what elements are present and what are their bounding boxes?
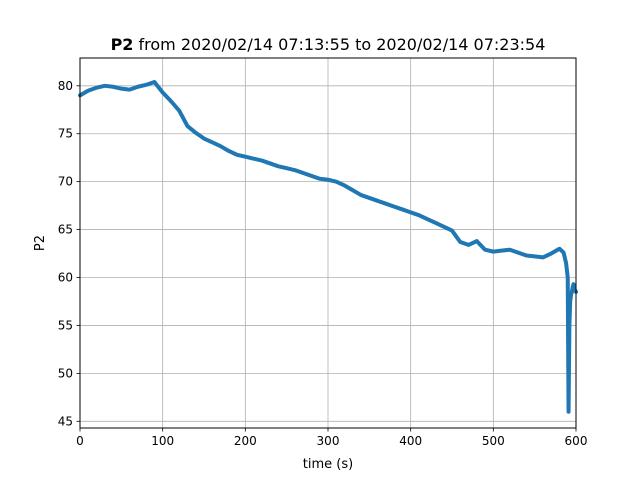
axis-ticks: 0 100 200 300 400 500 600 45 50 55 60 65 70 75 80 — [58, 79, 588, 448]
chart-title: P2 from 2020/02/14 07:13:55 to 2020/02/1… — [111, 35, 546, 54]
y-tick-label: 65 — [58, 223, 73, 237]
chart-title-bold: P2 — [111, 35, 134, 54]
x-tick-label: 100 — [151, 434, 174, 448]
y-tick-label: 70 — [58, 175, 73, 189]
x-tick-label: 300 — [317, 434, 340, 448]
y-tick-label: 80 — [58, 79, 73, 93]
x-tick-label: 600 — [565, 434, 588, 448]
y-tick-label: 45 — [58, 414, 73, 428]
chart-title-rest: from 2020/02/14 07:13:55 to 2020/02/14 0… — [133, 35, 545, 54]
series-line-p2 — [78, 79, 578, 414]
y-tick-label: 55 — [58, 318, 73, 332]
x-tick-label: 200 — [234, 434, 257, 448]
x-tick-label: 500 — [482, 434, 505, 448]
y-axis-label: P2 — [33, 235, 48, 251]
x-axis-label: time (s) — [303, 457, 353, 472]
y-tick-label: 60 — [58, 271, 73, 285]
y-tick-label: 50 — [58, 366, 73, 380]
series-layer — [78, 79, 578, 414]
y-tick-label: 75 — [58, 127, 73, 141]
x-tick-label: 400 — [399, 434, 422, 448]
x-tick-label: 0 — [76, 434, 84, 448]
